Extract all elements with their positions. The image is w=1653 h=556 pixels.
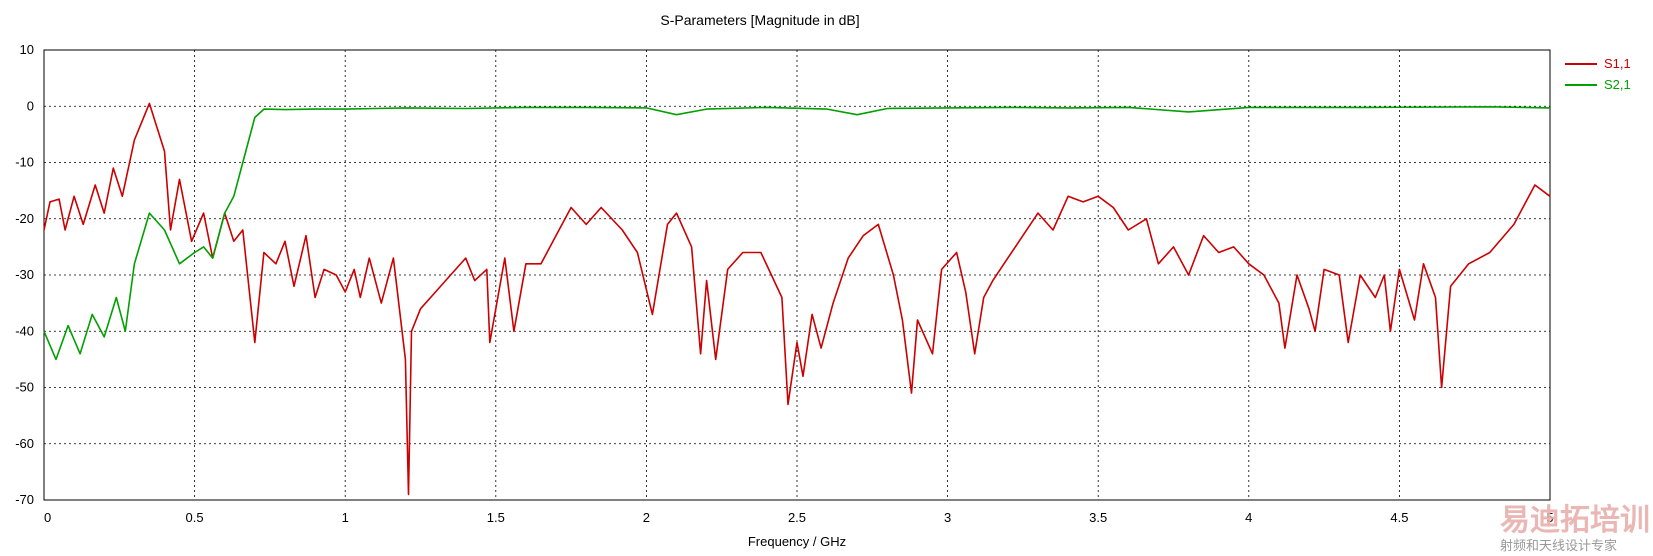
watermark-subtitle: 射频和天线设计专家 bbox=[1500, 538, 1617, 554]
x-tick-label: 5 bbox=[1546, 510, 1553, 525]
x-tick-label: 4.5 bbox=[1390, 510, 1408, 525]
plot-area bbox=[43, 49, 1551, 501]
x-tick-label: 0 bbox=[44, 510, 51, 525]
y-tick-label: -40 bbox=[15, 323, 34, 338]
series-line-s11 bbox=[43, 102, 1551, 496]
chart-title: S-Parameters [Magnitude in dB] bbox=[660, 12, 859, 28]
y-tick-label: -70 bbox=[15, 492, 34, 507]
grid bbox=[44, 50, 1550, 500]
y-tick-label: -60 bbox=[15, 436, 34, 451]
x-axis-ticks: 0 0.5 1 1.5 2 2.5 3 3.5 4 4.5 5 bbox=[44, 510, 1554, 525]
y-tick-label: -10 bbox=[15, 155, 34, 170]
y-tick-label: -20 bbox=[15, 211, 34, 226]
y-tick-label: -50 bbox=[15, 380, 34, 395]
x-tick-label: 3 bbox=[944, 510, 951, 525]
series-lines bbox=[43, 102, 1551, 496]
legend-label-s21: S2,1 bbox=[1604, 77, 1631, 92]
x-tick-label: 4 bbox=[1245, 510, 1252, 525]
x-tick-label: 1 bbox=[342, 510, 349, 525]
x-tick-label: 3.5 bbox=[1089, 510, 1107, 525]
watermark-title: 易迪拓培训 bbox=[1500, 503, 1650, 538]
y-tick-label: 10 bbox=[20, 42, 34, 57]
y-tick-label: 0 bbox=[27, 98, 34, 113]
watermark: 易迪拓培训 射频和天线设计专家 bbox=[1500, 503, 1650, 554]
series-line-s21 bbox=[43, 106, 1551, 361]
legend-label-s11: S1,1 bbox=[1604, 56, 1631, 71]
x-tick-label: 2 bbox=[643, 510, 650, 525]
y-tick-label: -30 bbox=[15, 267, 34, 282]
legend: S1,1 S2,1 bbox=[1565, 56, 1631, 92]
x-tick-label: 2.5 bbox=[788, 510, 806, 525]
x-tick-label: 0.5 bbox=[186, 510, 204, 525]
y-axis-ticks: 10 0 -10 -20 -30 -40 -50 -60 -70 bbox=[15, 42, 34, 507]
x-tick-label: 1.5 bbox=[487, 510, 505, 525]
x-axis-label: Frequency / GHz bbox=[748, 534, 846, 549]
